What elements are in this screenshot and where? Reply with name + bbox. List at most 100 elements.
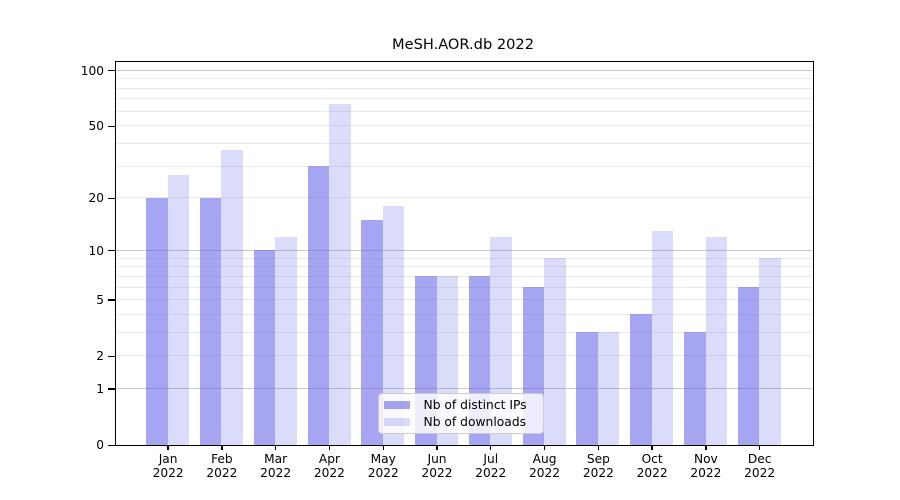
y-tick-mark-100 — [108, 70, 115, 72]
minor-gridline-4 — [115, 313, 813, 315]
y-tick-mark-20 — [108, 197, 115, 199]
x-tick-mark-May — [382, 445, 384, 451]
y-tick-label-50: 50 — [88, 119, 104, 134]
legend-swatch-distinct-ips — [384, 400, 410, 410]
x-tick-label-May: May 2022 — [351, 452, 415, 481]
bar-distinct-ips-Mar — [253, 250, 276, 445]
plot-area — [114, 61, 814, 446]
x-tick-month-Apr: Apr — [318, 451, 340, 466]
minor-gridline-40 — [115, 143, 813, 145]
minor-gridline-60 — [115, 110, 813, 112]
bar-distinct-ips-May — [361, 219, 383, 445]
y-tick-mark-0 — [108, 444, 115, 447]
minor-gridline-70 — [115, 98, 813, 100]
bar-downloads-Jul — [490, 236, 512, 445]
minor-gridline-5 — [115, 299, 813, 301]
x-tick-year-Aug: 2022 — [529, 466, 561, 481]
minor-gridline-80 — [115, 87, 813, 89]
bar-distinct-ips-Dec — [737, 287, 760, 445]
x-tick-month-Aug: Aug — [532, 451, 557, 466]
bar-downloads-Dec — [759, 258, 781, 445]
y-tick-label-0: 0 — [96, 438, 104, 453]
x-tick-mark-Oct — [651, 445, 653, 451]
x-tick-year-Dec: 2022 — [744, 466, 776, 481]
minor-gridline-30 — [115, 165, 813, 167]
x-tick-mark-Apr — [328, 445, 331, 451]
bar-downloads-Oct — [651, 230, 674, 445]
x-tick-label-Dec: Dec 2022 — [728, 452, 792, 481]
y-tick-mark-10 — [108, 250, 115, 252]
major-gridline-10 — [115, 249, 813, 251]
x-tick-mark-Sep — [597, 445, 600, 451]
minor-gridline-90 — [115, 78, 813, 80]
x-tick-label-Jun: Jun 2022 — [405, 452, 469, 481]
x-tick-month-Jan: Jan — [158, 451, 178, 466]
legend: Nb of distinct IPs Nb of downloads — [378, 393, 544, 434]
x-tick-month-Jun: Jun — [427, 451, 447, 466]
x-tick-mark-Mar — [274, 445, 277, 451]
bar-distinct-ips-Jan — [146, 197, 168, 445]
x-tick-label-Jul: Jul 2022 — [459, 452, 523, 481]
x-tick-mark-Jun — [436, 445, 438, 451]
x-tick-year-Apr: 2022 — [313, 466, 345, 481]
bar-downloads-Sep — [597, 332, 620, 445]
x-tick-year-May: 2022 — [367, 466, 399, 481]
bar-distinct-ips-Feb — [199, 197, 222, 445]
legend-entry-distinct-ips: Nb of distinct IPs — [384, 398, 535, 412]
bar-downloads-Mar — [275, 236, 297, 445]
x-tick-year-Mar: 2022 — [260, 466, 292, 481]
bar-distinct-ips-Apr — [307, 166, 330, 445]
x-tick-mark-Aug — [543, 445, 546, 451]
bar-downloads-Jan — [167, 174, 190, 445]
x-tick-label-Aug: Aug 2022 — [513, 452, 577, 481]
x-tick-label-Sep: Sep 2022 — [566, 452, 630, 481]
x-tick-label-Jan: Jan 2022 — [136, 452, 200, 481]
x-tick-year-Jun: 2022 — [421, 466, 453, 481]
minor-gridline-50 — [115, 125, 813, 127]
x-tick-mark-Dec — [758, 445, 761, 451]
minor-gridline-20 — [115, 197, 813, 199]
chart-title: MeSH.AOR.db 2022 — [392, 36, 534, 53]
x-tick-label-Feb: Feb 2022 — [190, 452, 254, 481]
x-tick-year-Jan: 2022 — [152, 466, 184, 481]
y-tick-mark-50 — [108, 125, 115, 127]
legend-entry-downloads: Nb of downloads — [384, 415, 535, 429]
bar-downloads-May — [382, 206, 405, 445]
x-tick-year-Feb: 2022 — [206, 466, 238, 481]
bar-distinct-ips-Nov — [684, 332, 706, 445]
x-tick-mark-Feb — [221, 445, 223, 451]
bar-downloads-Aug — [544, 258, 566, 445]
x-tick-year-Oct: 2022 — [636, 466, 668, 481]
x-tick-label-Oct: Oct 2022 — [620, 452, 684, 481]
x-tick-mark-Nov — [705, 445, 707, 451]
x-tick-month-Jul: Jul — [483, 451, 499, 466]
major-gridline-1 — [115, 388, 813, 390]
minor-gridline-3 — [115, 331, 813, 333]
x-tick-mark-Jan — [167, 445, 169, 451]
minor-gridline-7 — [115, 275, 813, 277]
x-tick-mark-Jul — [490, 445, 492, 451]
y-tick-mark-2 — [108, 355, 115, 357]
minor-gridline-8 — [115, 266, 813, 268]
x-tick-year-Sep: 2022 — [582, 466, 614, 481]
minor-gridline-2 — [115, 355, 813, 357]
y-tick-label-2: 2 — [96, 349, 104, 364]
x-tick-month-Nov: Nov — [693, 451, 718, 466]
x-tick-label-Nov: Nov 2022 — [674, 452, 738, 481]
y-tick-label-100: 100 — [80, 63, 104, 78]
minor-gridline-6 — [115, 286, 813, 288]
x-tick-year-Jul: 2022 — [475, 466, 507, 481]
minor-gridline-9 — [115, 257, 813, 259]
bar-distinct-ips-Sep — [576, 332, 598, 445]
y-tick-label-5: 5 — [96, 292, 104, 307]
x-tick-month-Mar: Mar — [264, 451, 288, 466]
y-tick-label-1: 1 — [96, 382, 104, 397]
y-tick-mark-1 — [108, 388, 115, 390]
x-tick-month-Dec: Dec — [747, 451, 772, 466]
y-tick-label-10: 10 — [88, 243, 104, 258]
y-tick-label-20: 20 — [88, 191, 104, 206]
x-tick-label-Mar: Mar 2022 — [244, 452, 308, 481]
bar-downloads-Apr — [329, 103, 351, 445]
x-tick-label-Apr: Apr 2022 — [297, 452, 361, 481]
x-tick-month-Oct: Oct — [641, 451, 663, 466]
